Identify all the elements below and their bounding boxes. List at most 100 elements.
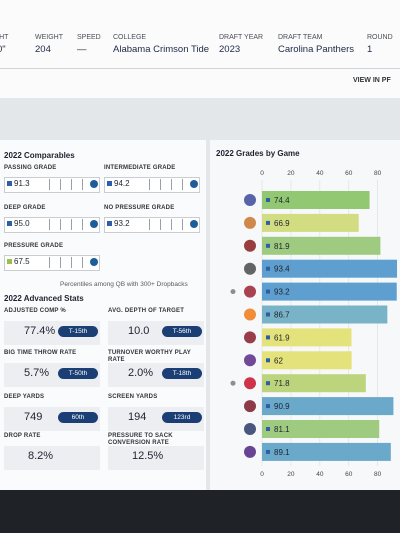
header-label: HEIGHT: [0, 34, 9, 41]
segment: [149, 219, 150, 230]
bar-value: 62: [274, 356, 283, 365]
stat-cell: [4, 446, 100, 470]
header-panel: [0, 0, 400, 98]
bar: [262, 420, 380, 438]
value-swatch: [266, 312, 270, 317]
screen-bezel: [0, 490, 400, 533]
divider: [0, 68, 400, 69]
comparable-value: 67.5: [14, 257, 30, 266]
bar: [262, 328, 352, 347]
header-value: 204: [35, 44, 51, 55]
segment: [60, 219, 61, 230]
percentile-dot: [90, 220, 98, 228]
stat-value: 8.2%: [28, 450, 54, 462]
stat-label: TURNOVER WORTHY PLAY RATE: [108, 350, 191, 363]
percentile-dot: [190, 180, 198, 188]
value-swatch: [7, 181, 12, 186]
value-swatch: [266, 198, 270, 202]
bar-value: 93.4: [274, 265, 290, 274]
x-tick-label: 60: [345, 170, 353, 177]
rank-badge: 60th: [58, 412, 98, 423]
stat-cell: [108, 446, 204, 470]
percentile-dot: [190, 220, 198, 228]
section-title: 2022 Comparables: [4, 151, 75, 160]
header-label: DRAFT YEAR: [219, 34, 264, 41]
stat-value: 2.0%: [128, 367, 154, 379]
segment: [171, 219, 172, 230]
value-swatch: [266, 220, 270, 225]
x-tick-label: 0: [260, 170, 264, 177]
stat-label: AVG. DEPTH OF TARGET: [108, 308, 185, 314]
highlight-dot: [230, 380, 236, 386]
x-tick-label: 40: [316, 471, 324, 478]
team-logo: [244, 216, 256, 229]
bar-value: 81.1: [274, 425, 290, 434]
bar: [262, 259, 398, 278]
bar: [262, 397, 394, 416]
view-link: VIEW IN PF: [353, 77, 391, 84]
rank-badge: T-18th: [162, 368, 202, 379]
comparable-box: [4, 177, 100, 193]
rank-badge: 123rd: [162, 412, 202, 423]
comparable-value: 95.0: [14, 219, 30, 228]
segment: [71, 257, 72, 268]
x-tick-label: 20: [287, 170, 295, 177]
bar: [262, 213, 359, 232]
segment: [160, 179, 161, 190]
header-label: COLLEGE: [113, 34, 147, 41]
segment: [71, 179, 72, 190]
bar: [262, 236, 381, 255]
x-tick-label: 80: [374, 471, 382, 478]
team-logo: [244, 285, 256, 298]
value-swatch: [266, 427, 270, 431]
segment: [82, 179, 83, 190]
stat-label: BIG TIME THROW RATE: [4, 350, 77, 356]
stat-label: DEEP YARDS: [4, 394, 45, 400]
stat-value: 77.4%: [24, 325, 56, 337]
x-tick-label: 40: [316, 170, 324, 177]
team-logo: [244, 262, 256, 275]
comparable-label: PRESSURE GRADE: [4, 243, 64, 249]
comparable-value: 94.2: [114, 179, 130, 188]
team-logo: [244, 377, 256, 390]
header-value: 2023: [219, 44, 241, 55]
value-swatch: [266, 404, 270, 409]
percentile-dot: [90, 258, 98, 266]
bar-value: 89.1: [274, 448, 290, 457]
stat-label: ADJUSTED COMP %: [4, 308, 66, 314]
stat-value: 5.7%: [24, 367, 50, 379]
stat-value: 12.5%: [132, 450, 164, 462]
value-swatch: [7, 259, 12, 264]
bar-value: 74.4: [274, 196, 290, 205]
comparable-label: DEEP GRADE: [4, 205, 46, 211]
comparable-box: [104, 177, 200, 193]
stat-label: DROP RATE: [4, 433, 41, 439]
header-value: 6' 10": [0, 44, 6, 55]
segment: [149, 179, 150, 190]
header-value: Carolina Panthers: [278, 44, 355, 55]
bar: [262, 191, 370, 209]
comparable-value: 91.3: [14, 179, 30, 188]
header-label: SPEED: [77, 34, 101, 41]
value-swatch: [266, 449, 270, 454]
comparable-box: [4, 217, 100, 233]
segment: [71, 219, 72, 230]
bar: [262, 374, 366, 393]
comparable-label: PASSING GRADE: [4, 165, 57, 171]
x-tick-label: 20: [287, 471, 295, 478]
bar-value: 93.2: [274, 288, 290, 297]
highlight-dot: [230, 289, 236, 295]
value-swatch: [7, 221, 12, 226]
value-swatch: [107, 221, 112, 226]
team-logo: [244, 445, 256, 458]
team-logo: [244, 194, 256, 206]
percentile-note: Percentiles among QB with 300+ Dropbacks: [60, 281, 188, 288]
header-value: 1: [367, 44, 373, 55]
comparable-label: INTERMEDIATE GRADE: [104, 165, 176, 171]
stat-value: 194: [128, 411, 147, 423]
segment: [82, 257, 83, 268]
left-panel: [0, 140, 206, 490]
segment: [49, 179, 50, 190]
